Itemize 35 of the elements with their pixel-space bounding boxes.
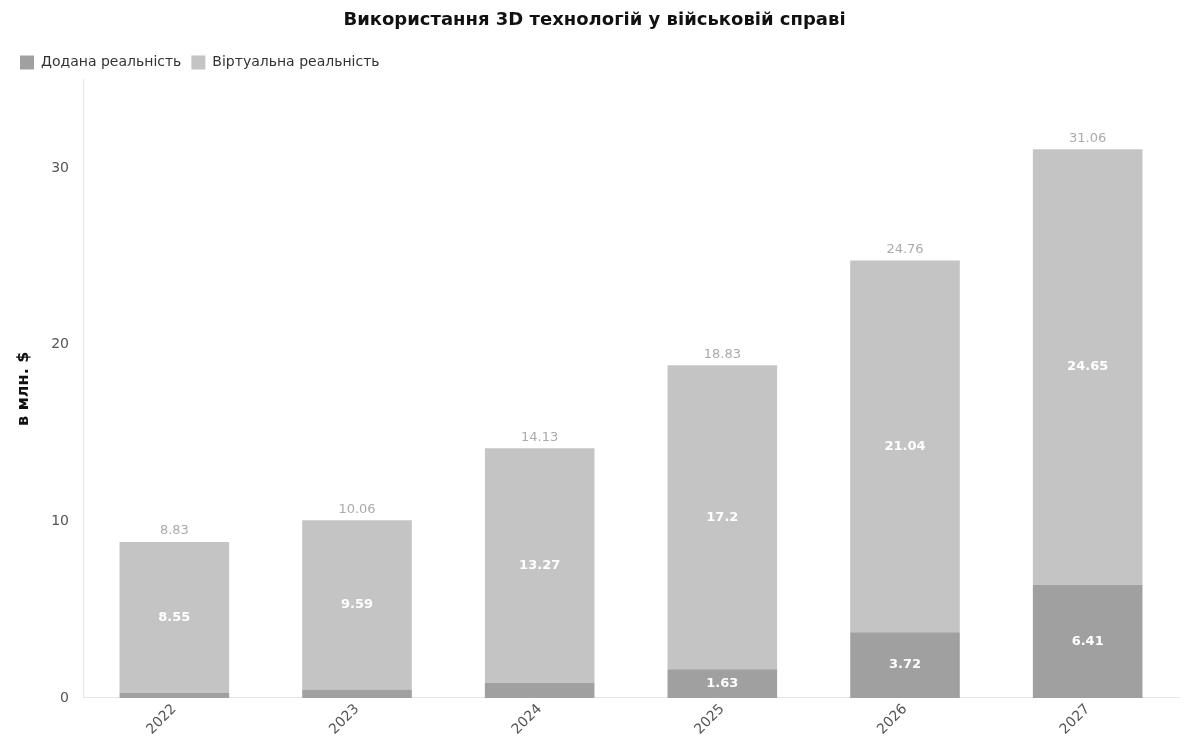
bar bbox=[484, 448, 595, 683]
bar bbox=[302, 520, 412, 690]
bar bbox=[667, 669, 778, 698]
bar bbox=[1032, 584, 1143, 698]
y-axis-title: в млн. $ bbox=[12, 351, 32, 426]
data-label: 13.27 bbox=[519, 556, 561, 572]
data-label: 21.04 bbox=[884, 437, 926, 453]
bar bbox=[850, 632, 960, 698]
y-tick-label: 10 bbox=[51, 511, 70, 528]
bar bbox=[850, 260, 960, 633]
data-label: 9.59 bbox=[340, 596, 374, 612]
total-label: 24.76 bbox=[886, 240, 924, 256]
legend-label: Додана реальність bbox=[41, 53, 182, 70]
bar bbox=[667, 365, 778, 670]
bar bbox=[1032, 149, 1143, 585]
total-label: 18.83 bbox=[703, 345, 741, 361]
legend-label: Віртуальна реальність bbox=[212, 53, 380, 70]
data-label: 8.55 bbox=[158, 608, 191, 624]
data-label: 1.63 bbox=[706, 674, 739, 690]
y-tick-label: 30 bbox=[51, 158, 70, 175]
bar bbox=[302, 689, 412, 698]
bar bbox=[484, 682, 595, 698]
bar bbox=[119, 541, 230, 693]
total-label: 31.06 bbox=[1069, 129, 1107, 145]
data-label: 24.65 bbox=[1067, 358, 1109, 374]
y-tick-label: 0 bbox=[60, 688, 70, 705]
bar bbox=[119, 692, 230, 698]
total-label: 8.83 bbox=[159, 522, 189, 538]
total-label: 10.06 bbox=[338, 500, 376, 516]
total-label: 14.13 bbox=[521, 428, 559, 444]
y-tick-label: 20 bbox=[51, 335, 70, 352]
data-label: 17.2 bbox=[706, 508, 739, 524]
chart-title: Використання 3D технологій у військовій справі bbox=[343, 8, 846, 30]
data-label: 3.72 bbox=[888, 656, 922, 672]
data-label: 6.41 bbox=[1071, 632, 1104, 648]
